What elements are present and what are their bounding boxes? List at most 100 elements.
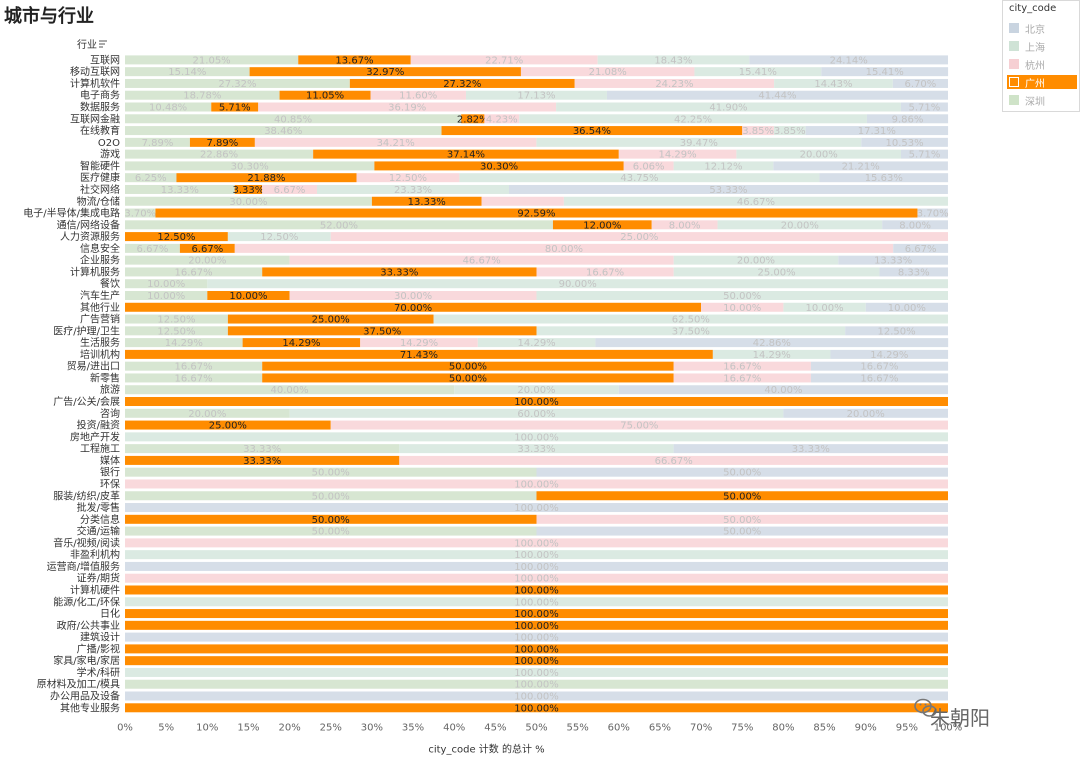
bar-segment[interactable] <box>125 173 177 183</box>
bar-segment[interactable] <box>125 114 462 124</box>
bar-segment[interactable] <box>563 196 948 206</box>
bar-segment[interactable] <box>371 196 482 206</box>
bar-segment[interactable] <box>618 149 737 159</box>
bar-segment[interactable] <box>289 290 537 300</box>
bar-segment[interactable] <box>673 267 880 277</box>
bar-segment[interactable] <box>673 373 811 383</box>
bar-segment[interactable] <box>717 220 883 230</box>
legend-item-shanghai[interactable]: 上海 <box>1007 39 1077 54</box>
bar-segment[interactable] <box>536 326 846 336</box>
bar-segment[interactable] <box>774 78 893 88</box>
legend-item-beijing[interactable]: 北京 <box>1007 21 1077 36</box>
bar-segment[interactable] <box>176 173 357 183</box>
bar-segment[interactable] <box>618 385 948 395</box>
bar-segment[interactable] <box>125 373 263 383</box>
bar-segment[interactable] <box>845 326 948 336</box>
bar-segment[interactable] <box>736 149 902 159</box>
bar-segment[interactable] <box>254 137 537 147</box>
bar-segment[interactable] <box>651 220 718 230</box>
bar-segment[interactable] <box>536 514 949 524</box>
bar-segment[interactable] <box>125 620 948 630</box>
bar-segment[interactable] <box>125 679 948 689</box>
bar-segment[interactable] <box>125 137 190 147</box>
bar-segment[interactable] <box>838 255 948 265</box>
bar-segment[interactable] <box>125 444 400 454</box>
bar-segment[interactable] <box>830 349 949 359</box>
bar-segment[interactable] <box>125 408 290 418</box>
bar-segment[interactable] <box>179 243 235 253</box>
bar-segment[interactable] <box>258 102 557 112</box>
bar-segment[interactable] <box>125 538 948 548</box>
bar-segment[interactable] <box>509 184 948 194</box>
bar-segment[interactable] <box>125 302 702 312</box>
bar-segment[interactable] <box>459 173 820 183</box>
bar-segment[interactable] <box>313 149 619 159</box>
bar-segment[interactable] <box>125 585 948 595</box>
bar-segment[interactable] <box>597 55 750 65</box>
bar-segment[interactable] <box>234 184 263 194</box>
bar-segment[interactable] <box>882 220 948 230</box>
bar-segment[interactable] <box>211 102 259 112</box>
bar-segment[interactable] <box>481 196 564 206</box>
bar-segment[interactable] <box>155 208 918 218</box>
bar-segment[interactable] <box>125 55 299 65</box>
bar-segment[interactable] <box>125 267 263 277</box>
bar-segment[interactable] <box>441 126 743 136</box>
bar-segment[interactable] <box>125 196 372 206</box>
bar-segment[interactable] <box>900 102 948 112</box>
bar-segment[interactable] <box>125 644 948 654</box>
bar-segment[interactable] <box>819 173 949 183</box>
bar-segment[interactable] <box>125 573 948 583</box>
bar-segment[interactable] <box>125 420 331 430</box>
bar-segment[interactable] <box>536 137 862 147</box>
bar-segment[interactable] <box>749 55 948 65</box>
bar-segment[interactable] <box>125 397 948 407</box>
bar-segment[interactable] <box>234 243 894 253</box>
bar-segment[interactable] <box>125 349 713 359</box>
bar-segment[interactable] <box>125 243 180 253</box>
bar-segment[interactable] <box>917 208 948 218</box>
bar-segment[interactable] <box>606 90 948 100</box>
bar-segment[interactable] <box>125 385 455 395</box>
bar-segment[interactable] <box>712 349 831 359</box>
bar-segment[interactable] <box>125 432 948 442</box>
bar-segment[interactable] <box>125 609 948 619</box>
bar-segment[interactable] <box>783 302 866 312</box>
bar-segment[interactable] <box>520 67 695 77</box>
bar-segment[interactable] <box>125 455 400 465</box>
bar-segment[interactable] <box>207 279 949 289</box>
bar-segment[interactable] <box>330 232 948 242</box>
bar-segment[interactable] <box>810 361 949 371</box>
bar-segment[interactable] <box>125 550 948 560</box>
bar-segment[interactable] <box>262 373 674 383</box>
bar-segment[interactable] <box>125 361 263 371</box>
bar-segment[interactable] <box>595 338 949 348</box>
bar-segment[interactable] <box>125 290 208 300</box>
legend-item-shenzhen[interactable]: 深圳 <box>1007 93 1077 108</box>
bar-segment[interactable] <box>125 561 948 571</box>
bar-segment[interactable] <box>242 338 361 348</box>
bar-segment[interactable] <box>125 338 243 348</box>
bar-segment[interactable] <box>454 385 619 395</box>
bar-segment[interactable] <box>866 114 949 124</box>
bar-segment[interactable] <box>125 78 350 88</box>
bar-segment[interactable] <box>399 455 948 465</box>
bar-segment[interactable] <box>356 173 460 183</box>
bar-segment[interactable] <box>673 444 948 454</box>
bar-segment[interactable] <box>623 161 674 171</box>
bar-segment[interactable] <box>861 137 948 147</box>
bar-segment[interactable] <box>125 656 948 666</box>
bar-segment[interactable] <box>125 503 948 513</box>
bar-segment[interactable] <box>125 314 228 324</box>
bar-segment[interactable] <box>125 514 537 524</box>
bar-segment[interactable] <box>901 149 948 159</box>
bar-segment[interactable] <box>465 90 607 100</box>
bar-segment[interactable] <box>289 408 784 418</box>
bar-segment[interactable] <box>536 467 949 477</box>
bar-segment[interactable] <box>125 279 208 289</box>
bar-segment[interactable] <box>125 255 290 265</box>
bar-segment[interactable] <box>279 90 371 100</box>
bar-segment[interactable] <box>574 78 775 88</box>
bar-segment[interactable] <box>673 161 774 171</box>
bar-segment[interactable] <box>477 338 596 348</box>
